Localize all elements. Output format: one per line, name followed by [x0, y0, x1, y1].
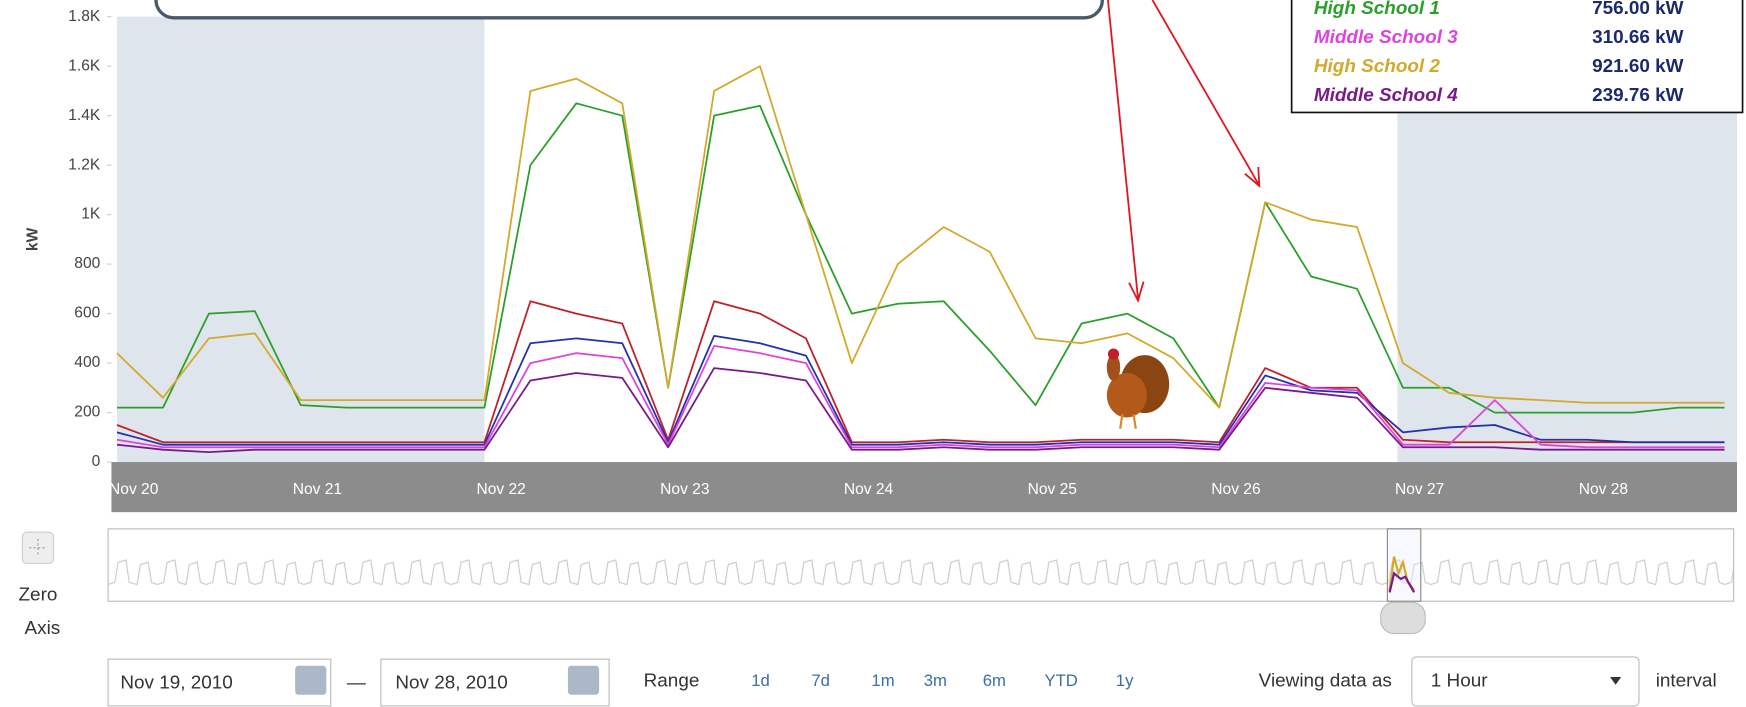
y-tick-label: 1.8K [68, 8, 101, 25]
y-tick-label: 200 [74, 404, 100, 421]
x-tick-label: Nov 27 [1395, 481, 1444, 498]
start-date: Nov 19, 2010 [120, 673, 232, 694]
y-tick-label: 0 [92, 453, 101, 470]
x-tick-label: Nov 22 [476, 481, 525, 498]
range-links: 1d 7d 1m 3m 6m YTD 1y [751, 671, 1134, 690]
y-tick-label: 400 [74, 354, 100, 371]
x-tick-label: Nov 26 [1211, 481, 1260, 498]
interval-value: 1 Hour [1431, 670, 1488, 691]
date-dash: — [347, 673, 366, 694]
x-tick-label: Nov 20 [109, 481, 159, 498]
range-link[interactable]: 1y [1116, 671, 1134, 690]
interval-label: interval [1656, 670, 1717, 691]
screen: Nov 20 Nov 21 Nov 22 Nov 23 Nov 24 Nov 25 Nov … [0, 0, 1746, 707]
navigator-handle[interactable] [1381, 602, 1426, 633]
legend-name: High School 2 [1314, 56, 1441, 77]
calendar-button[interactable] [568, 666, 599, 695]
legend-value: 921.60 kW [1592, 56, 1684, 77]
zero-axis-label: Axis [25, 618, 61, 639]
legend-value: 310.66 kW [1592, 27, 1684, 48]
x-tick-label: Nov 28 [1579, 481, 1628, 498]
zero-axis-label: Zero [19, 585, 58, 606]
arrows [1108, 0, 1259, 301]
range-link[interactable]: 1d [751, 671, 770, 690]
callout [156, 0, 1102, 18]
x-tick-label: Nov 23 [660, 481, 709, 498]
y-tick-label: 800 [74, 255, 100, 272]
x-axis-band [111, 462, 1737, 512]
range-link[interactable]: 1m [871, 671, 894, 690]
x-tick-label: Nov 25 [1028, 481, 1078, 498]
legend-name: High School 1 [1314, 0, 1440, 19]
y-axis-label: kW [25, 227, 42, 251]
y-tick-label: 600 [74, 305, 100, 322]
range-link[interactable]: YTD [1044, 671, 1077, 690]
range-label: Range [644, 670, 700, 691]
legend-name: Middle School 4 [1314, 85, 1458, 106]
end-date: Nov 28, 2010 [395, 673, 507, 694]
viewing-label: Viewing data as [1259, 670, 1392, 691]
range-link[interactable]: 7d [811, 671, 830, 690]
x-tick-label: Nov 21 [293, 481, 342, 498]
y-tick-label: 1.4K [68, 107, 101, 124]
navigator [108, 529, 1734, 601]
legend-name: Middle School 3 [1314, 27, 1458, 48]
y-tick-label: 1.2K [68, 156, 101, 173]
legend-value: 239.76 kW [1592, 85, 1684, 106]
calendar-button[interactable] [295, 666, 326, 695]
legend-value: 756.00 kW [1592, 0, 1684, 19]
range-link[interactable]: 6m [983, 671, 1006, 690]
x-tick-label: Nov 24 [844, 481, 894, 498]
y-tick-label: 1.6K [68, 57, 101, 74]
weekend-band [117, 17, 484, 462]
y-tick-label: 1K [81, 206, 101, 223]
range-link[interactable]: 3m [924, 671, 947, 690]
turkey-icon [1107, 348, 1169, 428]
